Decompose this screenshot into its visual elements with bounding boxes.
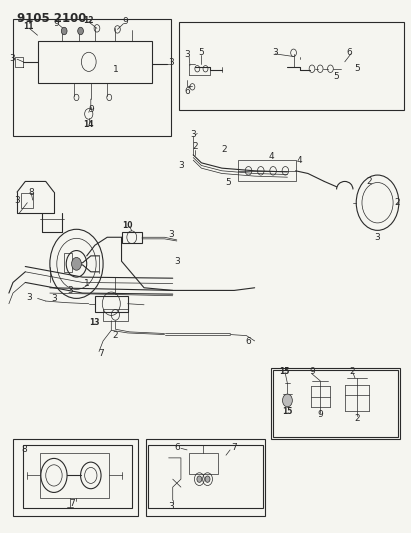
Text: 1: 1 bbox=[84, 279, 90, 288]
Text: 5: 5 bbox=[354, 64, 360, 73]
Text: 5: 5 bbox=[199, 49, 204, 57]
Text: 3: 3 bbox=[190, 130, 196, 139]
Bar bbox=[238, 160, 296, 181]
Bar bbox=[95, 296, 128, 312]
Text: 7: 7 bbox=[231, 443, 237, 452]
Bar bbox=[39, 453, 109, 498]
Circle shape bbox=[78, 27, 83, 35]
Text: 2: 2 bbox=[113, 331, 118, 340]
Text: 3: 3 bbox=[168, 230, 173, 239]
Text: 7: 7 bbox=[98, 349, 104, 358]
Circle shape bbox=[61, 27, 67, 35]
Text: 12: 12 bbox=[83, 16, 94, 25]
Text: 13: 13 bbox=[90, 318, 100, 327]
Text: 3: 3 bbox=[178, 161, 184, 170]
Text: 2: 2 bbox=[349, 367, 355, 376]
Text: 6: 6 bbox=[346, 48, 352, 56]
Text: 6: 6 bbox=[184, 86, 190, 95]
Circle shape bbox=[197, 476, 202, 482]
Text: 9: 9 bbox=[123, 18, 129, 27]
Bar bbox=[146, 439, 265, 516]
Text: 5: 5 bbox=[334, 71, 339, 80]
Text: 8: 8 bbox=[28, 188, 34, 197]
Text: 9: 9 bbox=[88, 105, 94, 114]
Circle shape bbox=[205, 476, 210, 482]
Text: 6: 6 bbox=[246, 337, 252, 346]
Text: 4: 4 bbox=[297, 156, 302, 165]
Circle shape bbox=[72, 257, 81, 270]
Bar bbox=[103, 309, 128, 321]
Bar bbox=[21, 193, 33, 208]
Text: 2: 2 bbox=[192, 142, 198, 151]
Text: 3: 3 bbox=[375, 233, 381, 242]
Bar bbox=[271, 368, 400, 439]
Text: 10: 10 bbox=[122, 221, 133, 230]
Text: 3: 3 bbox=[67, 286, 73, 295]
Bar bbox=[23, 445, 132, 508]
Text: 4: 4 bbox=[268, 152, 274, 161]
Bar bbox=[273, 370, 398, 437]
Text: 3: 3 bbox=[184, 51, 190, 59]
Text: 9: 9 bbox=[53, 19, 59, 28]
Text: 9105 2100: 9105 2100 bbox=[17, 12, 86, 26]
Text: 6: 6 bbox=[174, 443, 180, 452]
Bar bbox=[64, 253, 72, 272]
Bar bbox=[122, 232, 142, 243]
Text: 1: 1 bbox=[113, 66, 118, 74]
Text: 2: 2 bbox=[367, 177, 372, 186]
Text: 9: 9 bbox=[309, 367, 315, 376]
Bar bbox=[13, 19, 171, 136]
Text: 3: 3 bbox=[168, 59, 173, 67]
Text: 15: 15 bbox=[279, 367, 290, 376]
Bar bbox=[179, 22, 404, 110]
Text: 14: 14 bbox=[83, 119, 94, 128]
Circle shape bbox=[282, 394, 292, 407]
Text: 2: 2 bbox=[395, 198, 400, 207]
Text: 3: 3 bbox=[9, 54, 15, 62]
Text: 3: 3 bbox=[272, 48, 278, 56]
Text: 15: 15 bbox=[282, 407, 293, 416]
Text: 8: 8 bbox=[21, 446, 27, 455]
Bar bbox=[189, 453, 218, 474]
Bar bbox=[13, 439, 138, 516]
Text: 3: 3 bbox=[14, 196, 20, 205]
Text: 2: 2 bbox=[354, 414, 360, 423]
Text: 11: 11 bbox=[23, 22, 33, 31]
Bar bbox=[148, 445, 263, 508]
Text: 2: 2 bbox=[221, 145, 227, 154]
Text: 3: 3 bbox=[51, 294, 57, 303]
Text: 7: 7 bbox=[69, 498, 75, 507]
Text: 3: 3 bbox=[26, 293, 32, 302]
Text: 9: 9 bbox=[317, 410, 323, 419]
Text: 3: 3 bbox=[168, 502, 173, 511]
Text: 3: 3 bbox=[175, 257, 180, 265]
Bar bbox=[37, 41, 152, 83]
Text: 5: 5 bbox=[225, 178, 231, 187]
